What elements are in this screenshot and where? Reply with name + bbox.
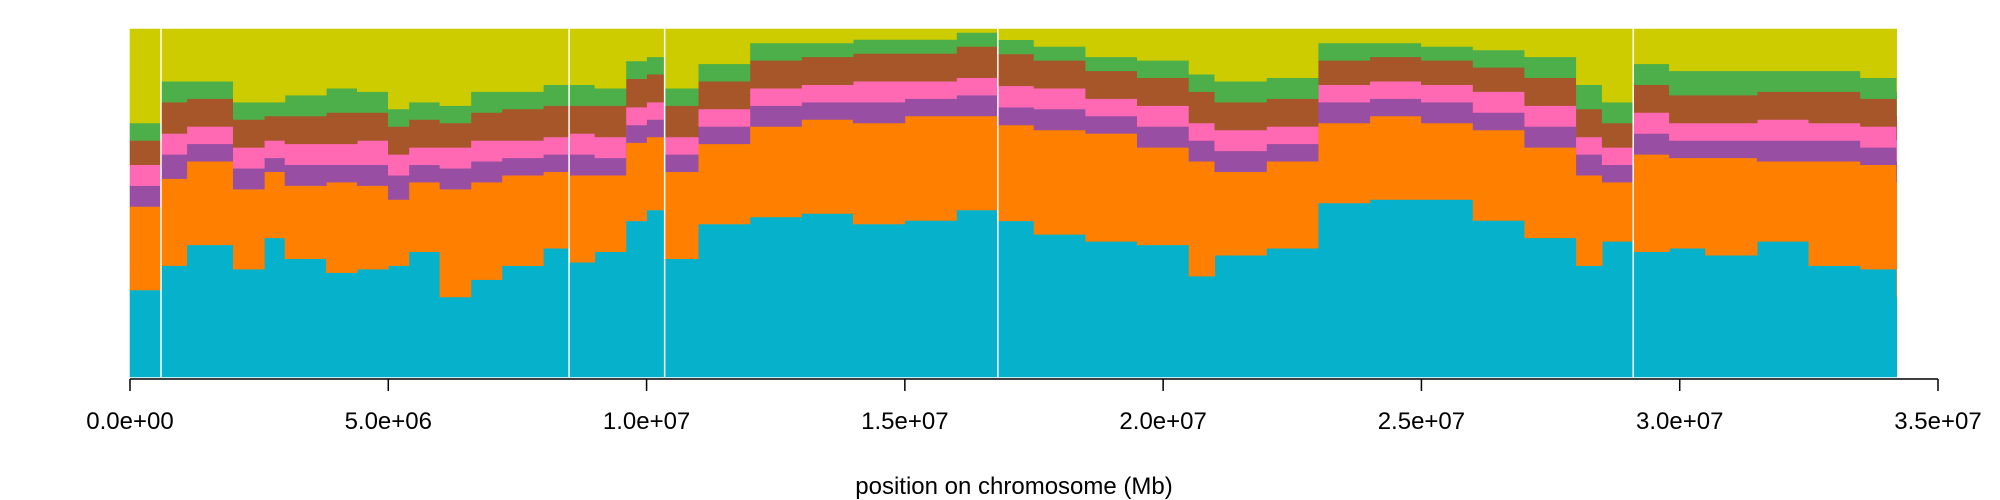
x-tick-label: 3.5e+07: [1894, 408, 1981, 435]
area-series-7: [129, 28, 1897, 124]
x-axis: 0.0e+00 5.0e+06 1.0e+07 1.5e+07 2.0e+07 2.5e+…: [86, 378, 1982, 435]
x-tick-label: 0.0e+00: [86, 408, 173, 435]
x-tick-label: 2.0e+07: [1119, 408, 1206, 435]
x-tick-label: 5.0e+06: [345, 408, 432, 435]
x-axis-title: position on chromosome (Mb): [855, 473, 1172, 500]
segment-break-lines: [160, 29, 1634, 377]
x-tick-label: 3.0e+07: [1636, 408, 1723, 435]
x-tick-label: 1.0e+07: [603, 408, 690, 435]
stacked-area-layers: [129, 28, 1897, 378]
x-tick-label: 1.5e+07: [861, 408, 948, 435]
x-tick-label: 2.5e+07: [1378, 408, 1465, 435]
